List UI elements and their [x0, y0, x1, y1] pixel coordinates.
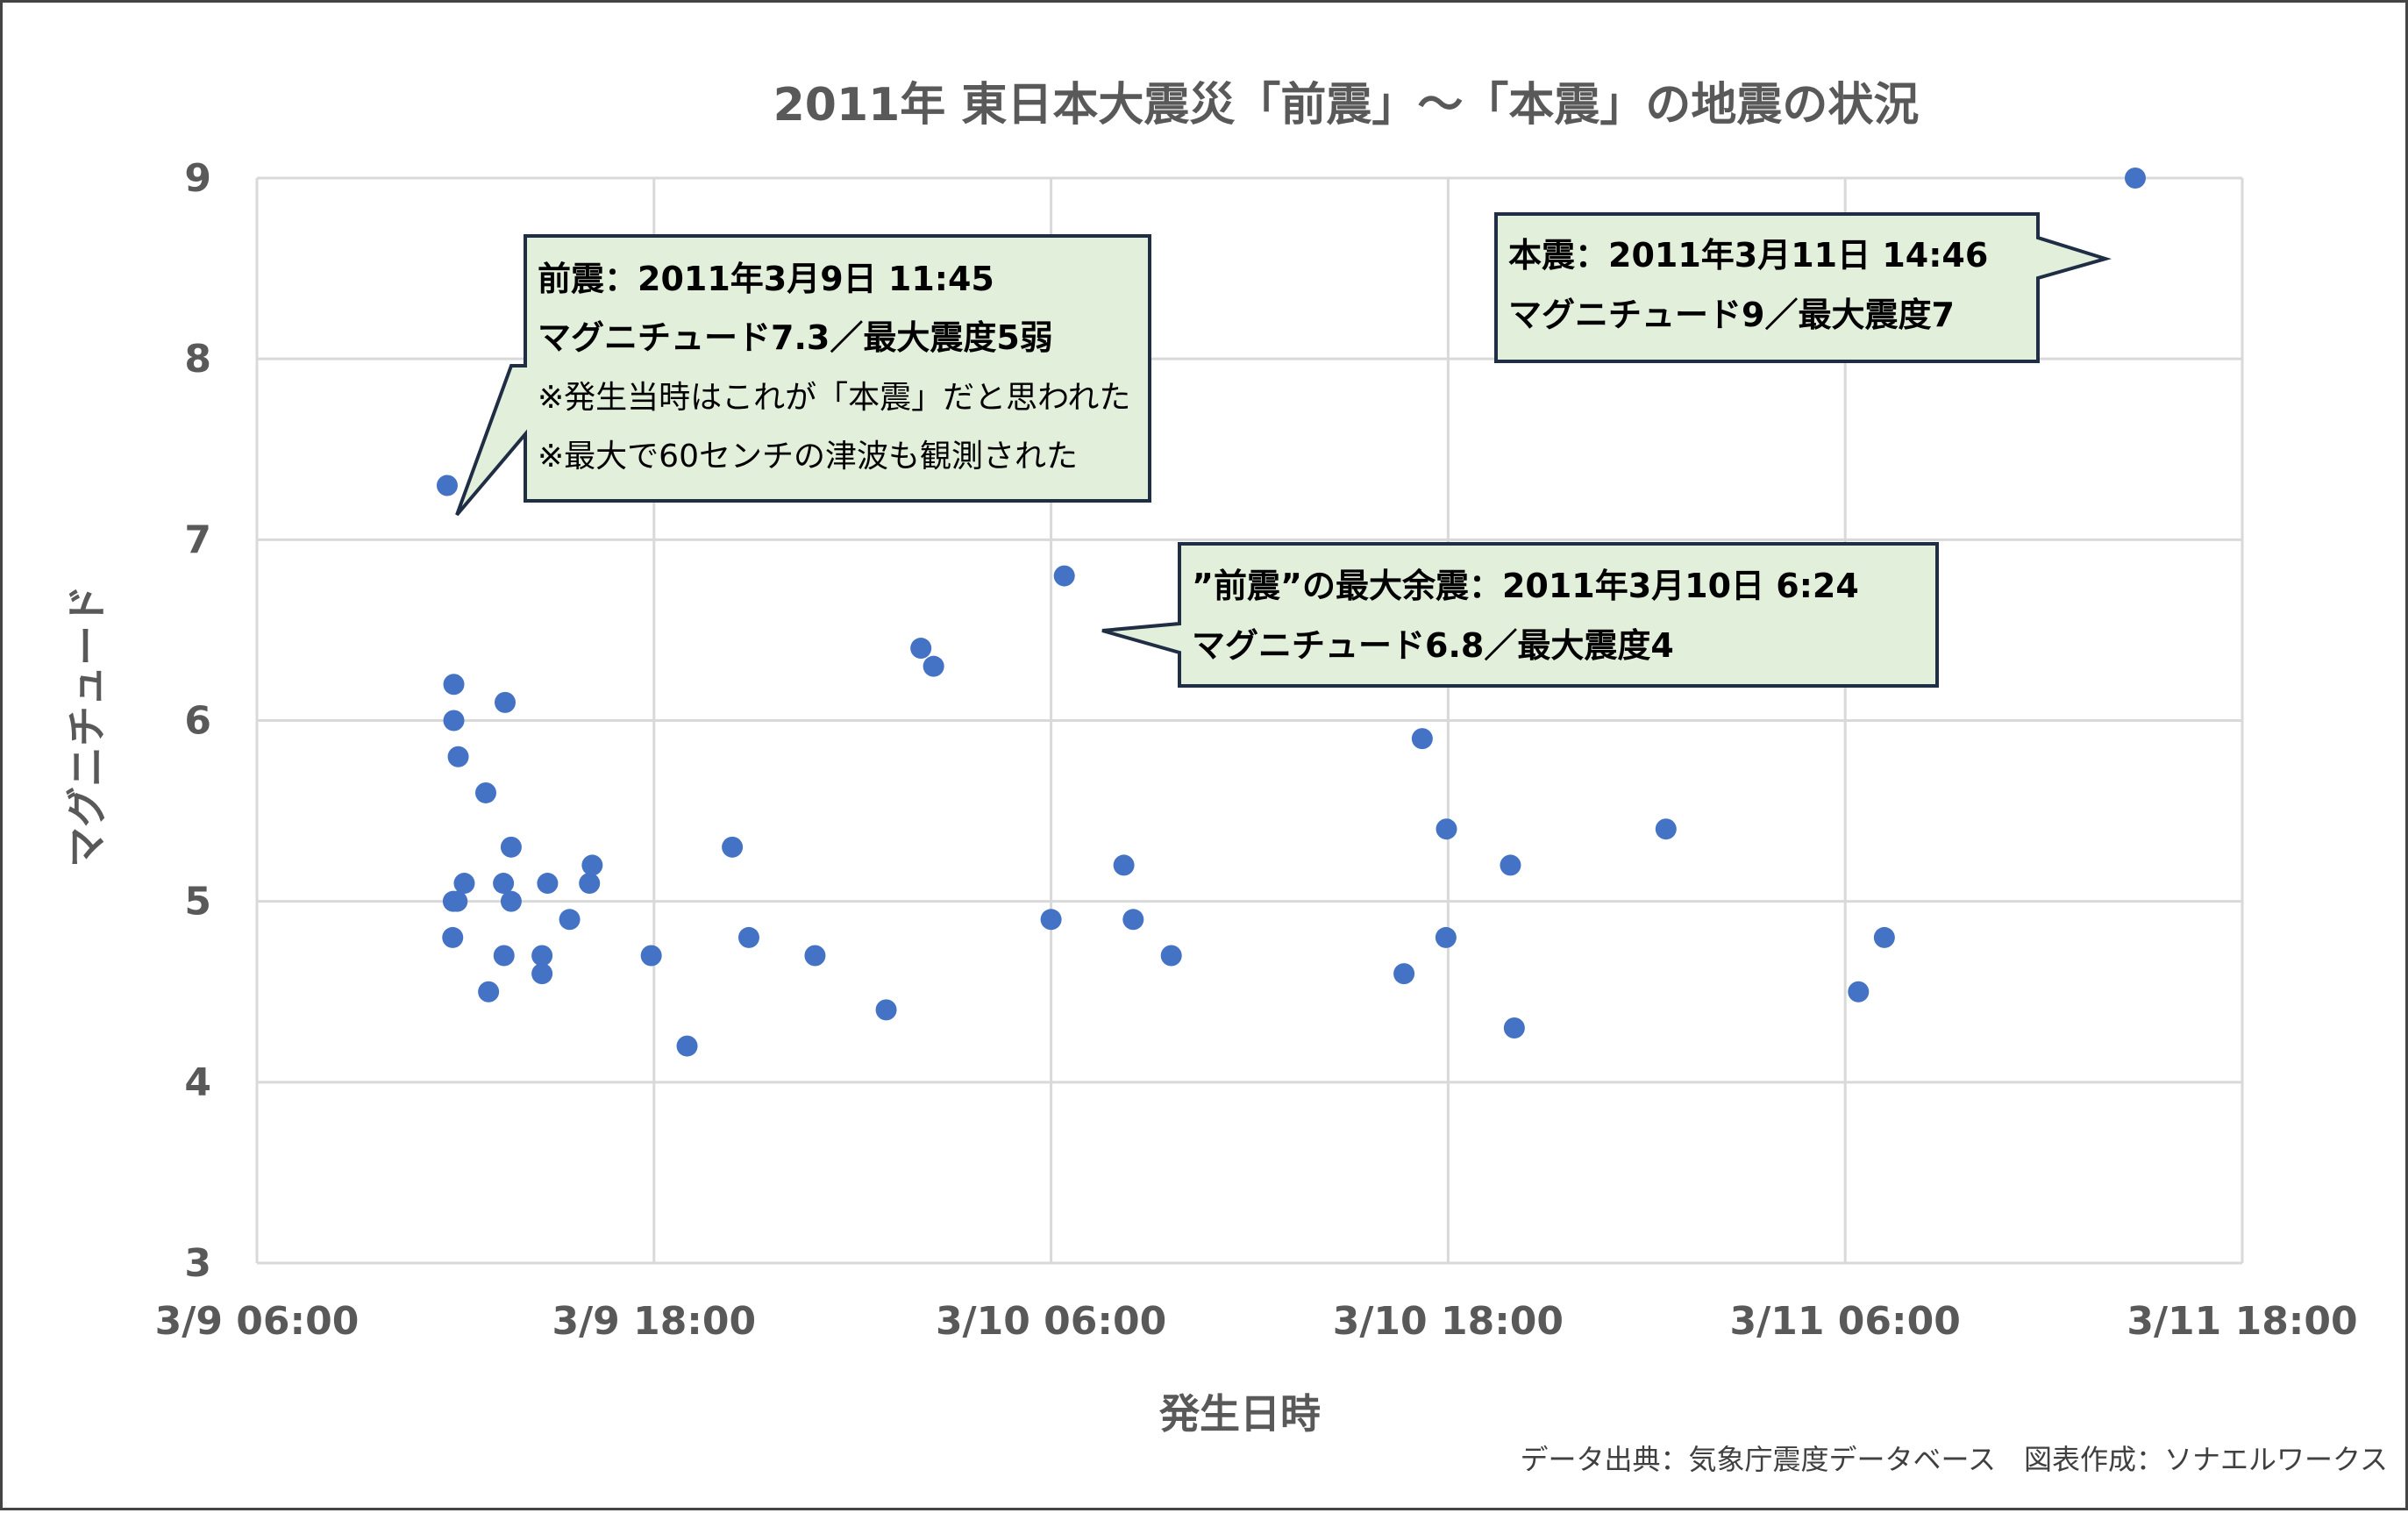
x-tick-label: 3/9 18:00	[552, 1299, 756, 1344]
data-point	[1500, 854, 1521, 876]
x-tick-label: 3/10 06:00	[936, 1299, 1166, 1344]
data-point	[1113, 854, 1135, 876]
data-point	[447, 746, 469, 767]
data-point	[474, 781, 496, 803]
callout-foreshock-line: マグニチュード7.3／最大震度5弱	[538, 318, 1053, 357]
callout-foreshock-box	[455, 234, 1151, 517]
y-axis-ticks: 3 4 5 6 7 8 9	[184, 156, 211, 1286]
data-point	[875, 999, 897, 1021]
data-point	[453, 873, 475, 895]
data-point	[495, 691, 516, 713]
callout-foreshock-line: ※発生当時はこれが「本震」だと思われた	[538, 380, 1130, 416]
data-point	[676, 1035, 698, 1057]
callout-mainshock: 本震：2011年3月11日 14:46 マグニチュード9／最大震度7	[1494, 212, 2112, 363]
data-point	[531, 945, 553, 967]
scatter-chart: 2011年 東日本大震災「前震」～「本震」の地震の状況 3/9 06:00 3/9…	[63, 79, 2388, 1476]
data-point	[2124, 168, 2146, 189]
data-point	[581, 854, 603, 876]
data-point	[1873, 926, 1895, 948]
callouts: 前震：2011年3月9日 11:45 マグニチュード7.3／最大震度5弱 ※発生当時…	[455, 212, 2112, 688]
data-point	[478, 981, 500, 1003]
y-tick-label: 5	[184, 880, 211, 924]
x-tick-label: 3/11 06:00	[1730, 1299, 1961, 1344]
data-point	[500, 890, 522, 912]
data-point	[1503, 1017, 1525, 1038]
data-point	[493, 945, 515, 967]
data-point	[1435, 926, 1457, 948]
data-point	[1040, 909, 1062, 931]
x-tick-label: 3/10 18:00	[1333, 1299, 1564, 1344]
data-point	[804, 945, 826, 967]
data-point	[1122, 909, 1144, 931]
data-point	[579, 873, 601, 895]
data-point	[1393, 963, 1415, 985]
data-point	[1160, 945, 1182, 967]
callout-mainshock-line: マグニチュード9／最大震度7	[1508, 296, 1955, 334]
data-point	[500, 836, 522, 858]
callout-aftershock: ”前震”の最大余震：2011年3月10日 6:24 マグニチュード6.8／最大震度…	[1101, 542, 1939, 688]
y-tick-label: 8	[184, 337, 211, 382]
data-point	[446, 890, 468, 912]
source-note: データ出典：気象庁震度データベース 図表作成：ソナエルワークス	[1521, 1443, 2388, 1476]
data-point	[737, 926, 759, 948]
data-point	[443, 674, 465, 696]
callout-mainshock-line: 本震：2011年3月11日 14:46	[1508, 236, 1988, 275]
data-point	[442, 926, 464, 948]
data-point	[559, 909, 581, 931]
data-point	[640, 945, 662, 967]
y-tick-label: 9	[184, 156, 211, 201]
data-point	[923, 655, 944, 677]
callout-aftershock-line: ”前震”の最大余震：2011年3月10日 6:24	[1192, 567, 1859, 605]
x-tick-label: 3/11 18:00	[2127, 1299, 2357, 1344]
data-point	[1053, 565, 1075, 587]
y-tick-label: 4	[184, 1060, 211, 1105]
x-axis-title: 発生日時	[1159, 1390, 1321, 1438]
chart-title: 2011年 東日本大震災「前震」～「本震」の地震の状況	[773, 79, 1920, 132]
x-tick-label: 3/9 06:00	[155, 1299, 360, 1344]
callout-aftershock-line: マグニチュード6.8／最大震度4	[1192, 626, 1674, 665]
y-axis-title: マグニチュード	[63, 585, 110, 867]
data-point	[1411, 728, 1433, 750]
callout-foreshock-line: 前震：2011年3月9日 11:45	[538, 260, 994, 298]
data-point	[531, 963, 553, 985]
x-axis-ticks: 3/9 06:00 3/9 18:00 3/10 06:00 3/10 18:00 3/…	[155, 1299, 2358, 1344]
data-point	[436, 475, 458, 496]
data-point	[1848, 981, 1870, 1003]
data-point	[910, 638, 932, 660]
data-point	[493, 873, 515, 895]
y-tick-label: 6	[184, 699, 211, 744]
y-tick-label: 3	[184, 1241, 211, 1286]
data-point	[1436, 818, 1457, 840]
callout-foreshock-line: ※最大で60センチの津波も観測された	[538, 439, 1078, 475]
y-tick-label: 7	[184, 517, 211, 562]
callout-aftershock-box	[1101, 542, 1939, 688]
data-point	[537, 873, 559, 895]
data-point	[1655, 818, 1677, 840]
data-point	[443, 710, 465, 732]
data-point	[722, 836, 744, 858]
data-points	[436, 168, 2146, 1057]
callout-foreshock: 前震：2011年3月9日 11:45 マグニチュード7.3／最大震度5弱 ※発生当時…	[455, 234, 1151, 517]
callout-mainshock-box	[1494, 212, 2112, 363]
